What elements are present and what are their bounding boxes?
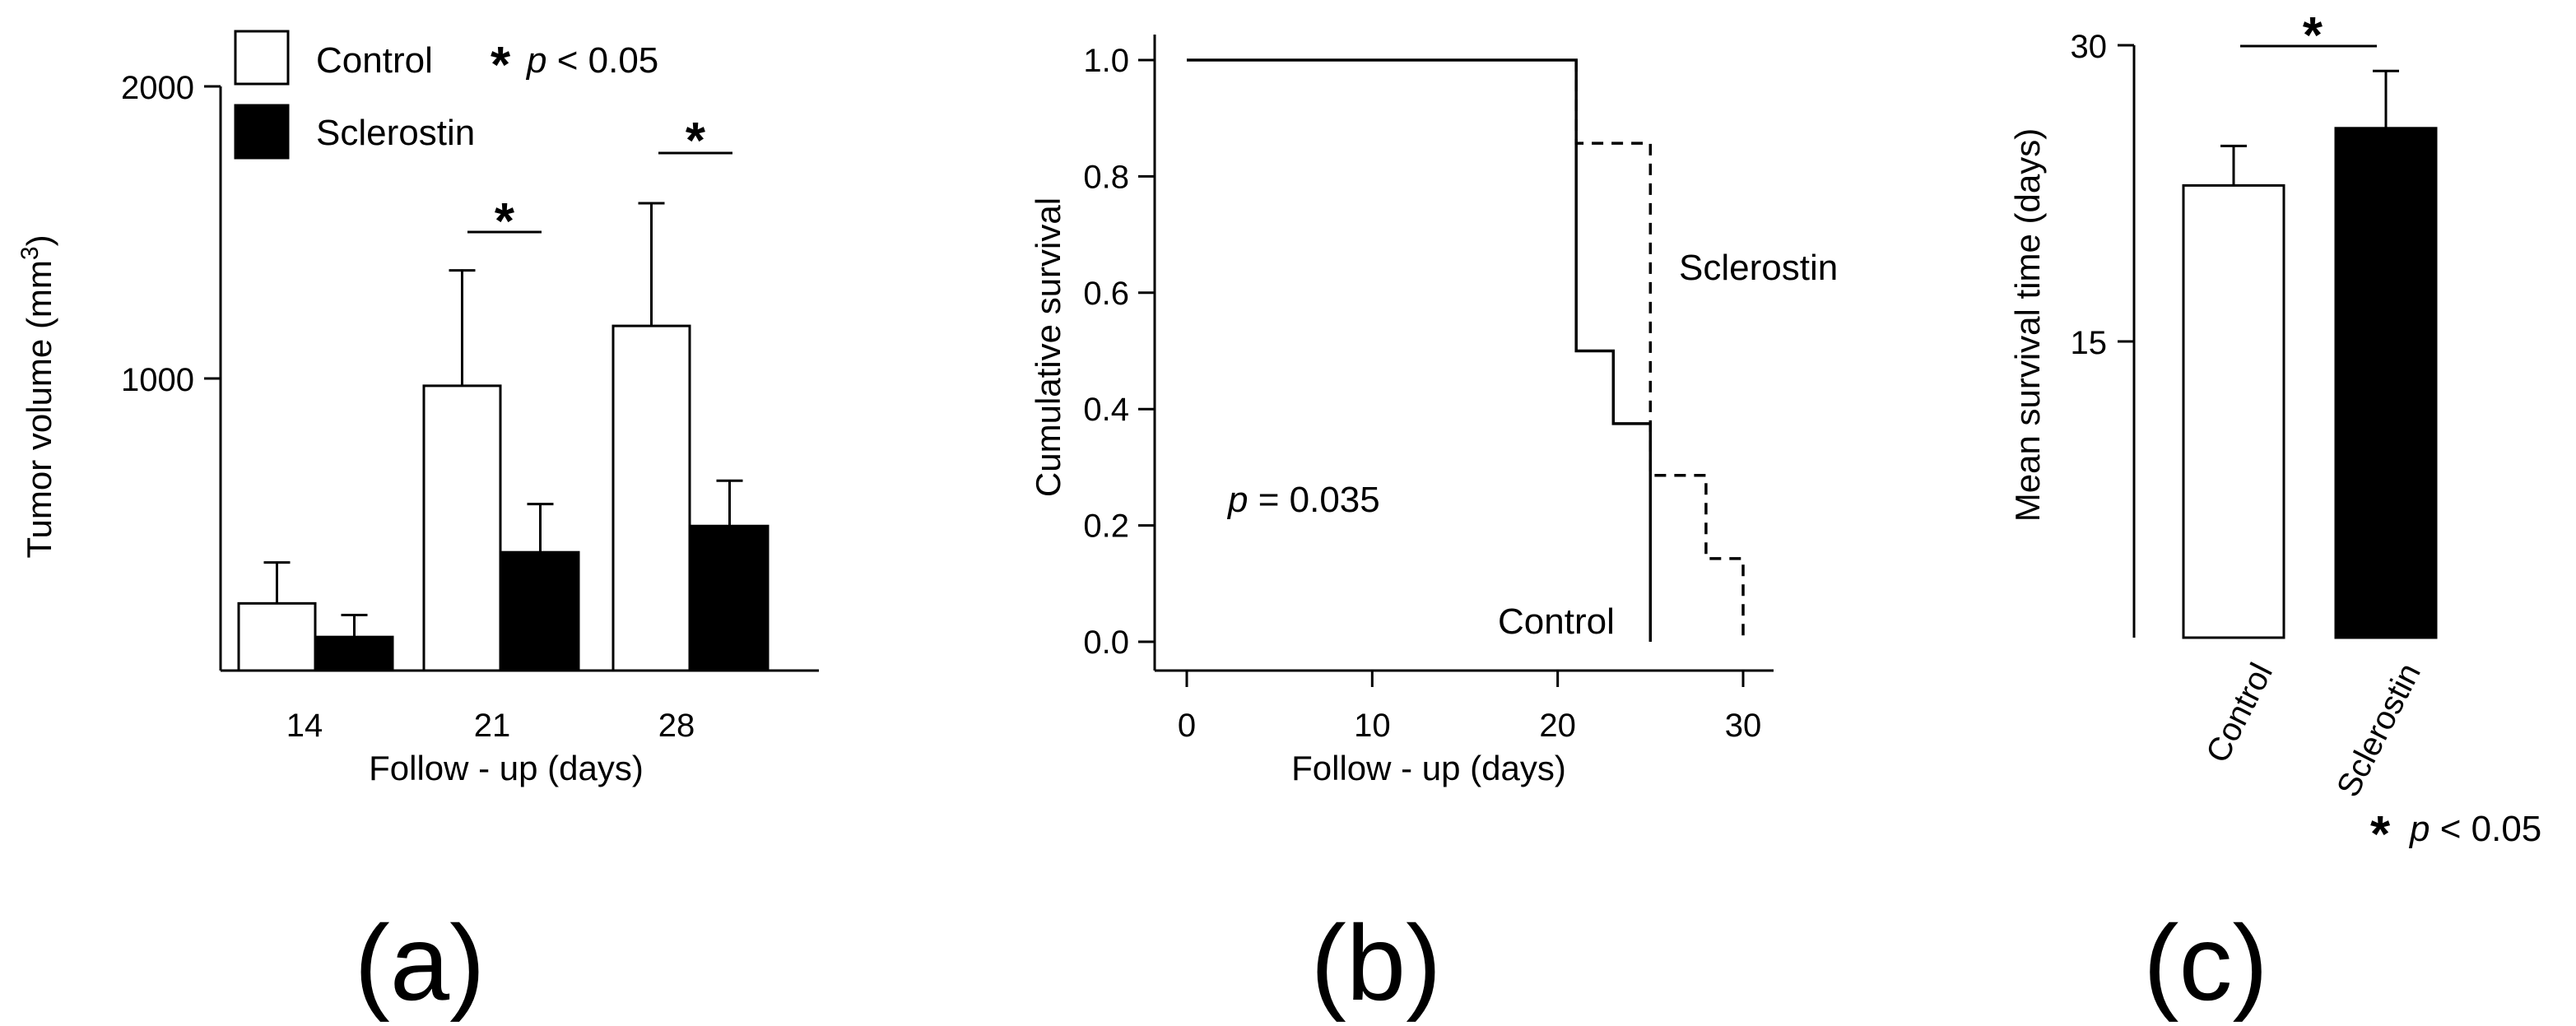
legend-control-label: Control bbox=[316, 40, 433, 81]
panel-c-category-sclerostin: Sclerostin bbox=[2330, 657, 2428, 802]
panel-c-y-axis-label: Mean survival time (days) bbox=[2008, 128, 2047, 522]
panel-b-p-value: p = 0.035 bbox=[1226, 480, 1380, 520]
bar-control-21 bbox=[422, 384, 502, 672]
panel-c-ytick-label-15: 15 bbox=[2071, 325, 2108, 361]
panel-c-sig-star: * bbox=[2303, 7, 2323, 64]
panel-c-mean-survival: 30 15 Mean survival time (days) Control … bbox=[2008, 7, 2541, 1023]
panel-b-xtick-label-10: 10 bbox=[1354, 708, 1391, 744]
bar-control-14 bbox=[237, 601, 317, 672]
panel-c-label: (c) bbox=[2143, 903, 2268, 1023]
panel-a-category-14: 14 bbox=[286, 708, 323, 744]
panel-a-sig-star-21: * bbox=[495, 193, 515, 250]
panel-b-ytick-label-1.0: 1.0 bbox=[1083, 43, 1129, 79]
legend-sclerostin-swatch bbox=[234, 104, 290, 160]
bar-sclerostin-21 bbox=[500, 550, 580, 672]
panel-b-x-axis-label: Follow - up (days) bbox=[1291, 749, 1566, 787]
panel-a-sig-star-28: * bbox=[686, 113, 706, 169]
survival-curve-control bbox=[1187, 58, 1653, 642]
bar-sclerostin-14 bbox=[314, 635, 394, 672]
panel-a-category-21: 21 bbox=[474, 708, 511, 744]
panel-b-xtick-label-0: 0 bbox=[1178, 708, 1196, 744]
panel-a-ytick-label-1000: 1000 bbox=[121, 362, 194, 398]
panel-c-note-p: p < 0.05 bbox=[2408, 809, 2541, 849]
panel-c-category-control: Control bbox=[2199, 657, 2280, 768]
panel-a-label: (a) bbox=[355, 903, 486, 1023]
panel-c-marks bbox=[2182, 69, 2438, 639]
bar-sclerostin bbox=[2334, 127, 2438, 639]
panel-b-xtick-label-30: 30 bbox=[1725, 708, 1762, 744]
bar-sclerostin-28 bbox=[690, 524, 770, 672]
legend-control-swatch bbox=[234, 30, 290, 86]
panel-a-category-28: 28 bbox=[658, 708, 695, 744]
bar-control-28 bbox=[611, 324, 691, 672]
panel-a-ytick-label-2000: 2000 bbox=[121, 70, 194, 106]
panel-b-marks bbox=[1187, 58, 1745, 642]
panel-b-series-label-sclerostin: Sclerostin bbox=[1679, 248, 1838, 288]
panel-b-ytick-label-0.0: 0.0 bbox=[1083, 624, 1129, 661]
legend-significance-note: p < 0.05 bbox=[525, 40, 658, 81]
panel-a-marks bbox=[237, 202, 770, 672]
panel-b-survival-curve: 0.0 0.2 0.4 0.6 0.8 1.0 0 10 20 30 Follow - up (d… bbox=[1029, 35, 1838, 1023]
panel-b-ytick-label-0.4: 0.4 bbox=[1083, 392, 1129, 428]
panel-a-y-axis-label: Tumor volume (mm3) bbox=[16, 234, 58, 558]
panel-a-x-axis-label: Follow - up (days) bbox=[369, 749, 644, 787]
panel-b-label: (b) bbox=[1311, 903, 1442, 1023]
survival-curve-sclerostin bbox=[1574, 60, 1745, 642]
legend-significance-star: * bbox=[491, 37, 511, 94]
panel-b-ytick-label-0.6: 0.6 bbox=[1083, 276, 1129, 312]
panel-b-ticks: 0.0 0.2 0.4 0.6 0.8 1.0 0 10 20 30 bbox=[1083, 43, 1761, 744]
panel-a-tumor-volume: 2000 1000 14 21 28 Follow - up (days) Tu… bbox=[16, 30, 819, 1023]
legend-sclerostin-label: Sclerostin bbox=[316, 113, 475, 153]
bar-control bbox=[2182, 183, 2285, 639]
panel-b-xtick-label-20: 20 bbox=[1539, 708, 1576, 744]
panel-b-series-label-control: Control bbox=[1498, 601, 1615, 642]
panel-b-ytick-label-0.8: 0.8 bbox=[1083, 159, 1129, 195]
panel-c-ytick-label-30: 30 bbox=[2071, 29, 2108, 65]
panel-c-note-star: * bbox=[2370, 806, 2391, 863]
panel-b-ytick-label-0.2: 0.2 bbox=[1083, 508, 1129, 545]
panel-b-y-axis-label: Cumulative survival bbox=[1029, 197, 1067, 497]
